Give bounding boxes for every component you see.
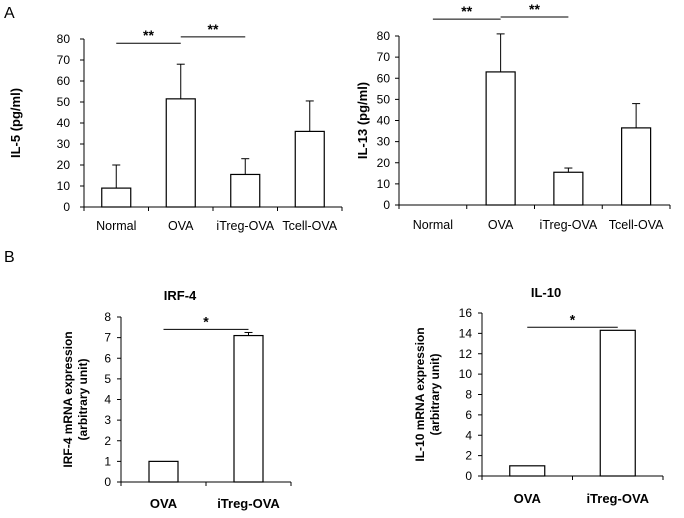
bar bbox=[165, 98, 196, 208]
y-tick-label: 40 bbox=[377, 114, 391, 128]
y-tick-label: 5 bbox=[104, 372, 111, 386]
y-axis-label-line: (arbitrary unit) bbox=[76, 358, 90, 440]
y-tick-label: 10 bbox=[459, 367, 473, 381]
y-tick-label: 7 bbox=[104, 331, 111, 345]
y-axis-label-line: (arbitrary unit) bbox=[428, 353, 442, 435]
y-axis-label: IRF-4 mRNA expression(arbitrary unit) bbox=[61, 331, 90, 467]
significance-label: ** bbox=[461, 3, 472, 19]
y-tick-label: 16 bbox=[459, 306, 473, 320]
bar bbox=[509, 465, 546, 477]
y-tick-label: 80 bbox=[377, 29, 391, 43]
category-label: Normal bbox=[96, 219, 136, 233]
y-tick-label: 10 bbox=[377, 177, 391, 191]
significance-label: ** bbox=[143, 27, 154, 43]
y-tick-label: 8 bbox=[104, 310, 111, 324]
y-tick-label: 30 bbox=[57, 137, 71, 151]
significance-label: ** bbox=[529, 1, 540, 17]
y-tick-label: 6 bbox=[465, 408, 472, 422]
y-tick-label: 20 bbox=[377, 156, 391, 170]
bar bbox=[599, 329, 636, 477]
category-label: OVA bbox=[488, 218, 514, 232]
category-label: iTreg-OVA bbox=[586, 491, 649, 506]
y-axis-label-line: IL-10 mRNA expression bbox=[413, 327, 427, 461]
y-tick-label: 50 bbox=[377, 92, 391, 106]
category-label: Tcell-OVA bbox=[282, 219, 337, 233]
category-label: iTreg-OVA bbox=[216, 219, 274, 233]
category-label: Tcell-OVA bbox=[609, 218, 664, 232]
y-tick-label: 60 bbox=[377, 71, 391, 85]
irf4-chart: 0 1 2 3 4 5 6 7 8 OVA iTreg-OVA * IRF-4 mRNA express… bbox=[61, 288, 292, 511]
y-tick-label: 70 bbox=[377, 50, 391, 64]
y-tick-label: 6 bbox=[104, 351, 111, 365]
y-axis-label: IL-13 (pg/ml) bbox=[355, 82, 370, 159]
y-tick-label: 0 bbox=[383, 198, 390, 212]
y-tick-label: 0 bbox=[104, 475, 111, 489]
category-label: OVA bbox=[514, 491, 542, 506]
il5-chart: 0 10 20 30 40 50 60 70 80 Normal OVA iTreg-OVA Tcell… bbox=[8, 21, 343, 233]
bar bbox=[148, 460, 179, 483]
y-tick-label: 0 bbox=[465, 469, 472, 483]
bar bbox=[553, 171, 584, 206]
y-tick-label: 80 bbox=[57, 32, 71, 46]
panel-label-b: B bbox=[4, 249, 15, 266]
y-tick-label: 0 bbox=[63, 200, 70, 214]
category-label: Normal bbox=[413, 218, 453, 232]
y-tick-label: 20 bbox=[57, 158, 71, 172]
bar bbox=[485, 71, 516, 206]
y-tick-label: 12 bbox=[459, 347, 473, 361]
y-tick-label: 14 bbox=[459, 326, 473, 340]
significance-label: * bbox=[203, 313, 209, 329]
y-tick-label: 10 bbox=[57, 179, 71, 193]
il13-chart: 0 10 20 30 40 50 60 70 80 Normal OVA iTreg-OVA Tcell… bbox=[355, 1, 671, 232]
category-label: iTreg-OVA bbox=[540, 218, 598, 232]
bar bbox=[230, 173, 261, 208]
y-tick-label: 2 bbox=[465, 449, 472, 463]
y-axis-label: IL-5 (pg/ml) bbox=[8, 88, 23, 158]
y-tick-label: 4 bbox=[104, 393, 111, 407]
significance-label: ** bbox=[208, 21, 219, 37]
chart-title: IL-10 bbox=[531, 285, 561, 300]
y-tick-label: 60 bbox=[57, 74, 71, 88]
y-tick-label: 40 bbox=[57, 116, 71, 130]
bar bbox=[294, 130, 325, 208]
y-tick-label: 3 bbox=[104, 413, 111, 427]
significance-label: * bbox=[570, 311, 576, 327]
y-tick-label: 1 bbox=[104, 454, 111, 468]
bar bbox=[233, 334, 264, 483]
y-tick-label: 70 bbox=[57, 53, 71, 67]
category-label: iTreg-OVA bbox=[217, 496, 280, 511]
y-axis-label: IL-10 mRNA expression(arbitrary unit) bbox=[413, 327, 442, 461]
chart-title: IRF-4 bbox=[164, 288, 197, 303]
y-tick-label: 2 bbox=[104, 434, 111, 448]
bar bbox=[101, 187, 132, 208]
category-label: OVA bbox=[150, 496, 178, 511]
y-tick-label: 4 bbox=[465, 428, 472, 442]
y-axis-label-line: IRF-4 mRNA expression bbox=[61, 331, 75, 467]
il10-chart: 0 2 4 6 8 10 12 14 16 OVA iTreg-OVA * IL-10 mRNA exp… bbox=[413, 285, 664, 506]
y-tick-label: 50 bbox=[57, 95, 71, 109]
panel-label-a: A bbox=[4, 5, 15, 22]
category-label: OVA bbox=[168, 219, 194, 233]
y-tick-label: 30 bbox=[377, 135, 391, 149]
y-tick-label: 8 bbox=[465, 388, 472, 402]
bar bbox=[621, 127, 652, 206]
